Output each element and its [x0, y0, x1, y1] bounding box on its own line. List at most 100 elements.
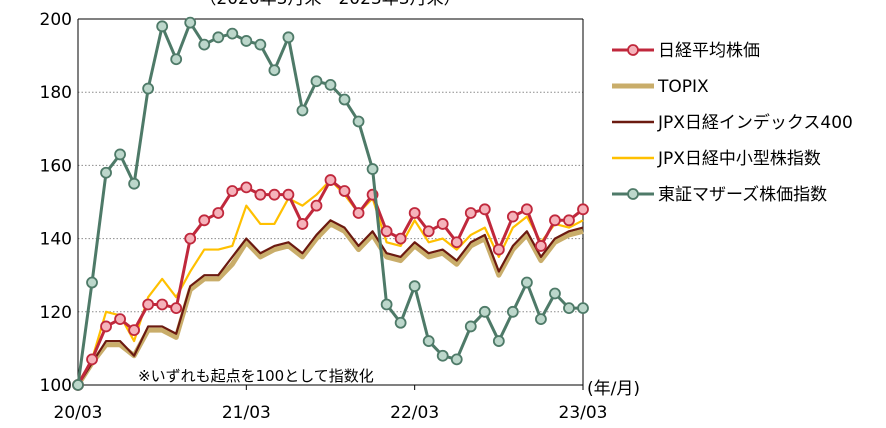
chart-annotation: ※いずれも起点を100として指数化: [138, 367, 374, 385]
legend: 日経平均株価 TOPIX JPX日経インデックス400 JPX日経中小型株指数東証マザ…: [612, 41, 853, 205]
data-point: [535, 240, 547, 252]
data-point: [156, 298, 169, 311]
data-point: [114, 313, 126, 326]
series-lines: [72, 16, 589, 391]
legend-marker: [627, 44, 639, 56]
data-point: [352, 115, 365, 128]
data-point: [226, 185, 239, 197]
axes: [77, 18, 584, 386]
y-tick-label: 140: [40, 230, 72, 250]
y-tick-label: 160: [40, 156, 72, 176]
x-axis-tick-labels: 20/03 21/03 22/03 23/03: [54, 385, 608, 423]
data-point: [268, 188, 281, 201]
data-point: [198, 38, 211, 51]
data-point: [296, 218, 309, 230]
data-point: [170, 302, 183, 315]
chart-title: （2020年3月末～2023年3月末）: [199, 0, 460, 9]
data-point: [577, 302, 589, 315]
data-point: [324, 174, 337, 186]
data-point: [100, 320, 112, 333]
data-point: [492, 335, 505, 347]
data-point: [408, 207, 421, 219]
series-line: [77, 219, 584, 386]
data-point: [240, 181, 253, 194]
data-point: [128, 177, 141, 190]
data-point: [450, 353, 463, 366]
data-point: [380, 298, 393, 311]
data-point: [464, 320, 477, 333]
data-point: [212, 31, 225, 44]
series-line: [75, 221, 584, 387]
y-tick-label: 200: [40, 10, 72, 30]
legend-label: JPX日経インデックス400: [657, 112, 853, 133]
x-tick-label: 22/03: [390, 403, 439, 423]
data-point: [156, 20, 169, 33]
legend-item: 日経平均株価: [612, 41, 760, 61]
data-point: [422, 335, 435, 347]
data-point: [436, 218, 449, 230]
data-point: [310, 199, 323, 212]
legend-label: 日経平均株価: [658, 41, 760, 61]
legend-item: TOPIX: [612, 77, 709, 97]
data-point: [577, 203, 589, 216]
data-point: [310, 75, 323, 88]
data-point: [128, 324, 141, 337]
data-point: [506, 210, 519, 223]
data-point: [520, 276, 533, 289]
data-point: [394, 232, 407, 245]
data-point: [549, 214, 561, 227]
data-point: [478, 203, 491, 216]
x-axis-unit-label: (年/月): [587, 379, 640, 399]
data-point: [324, 78, 337, 91]
x-tick-label: 20/03: [54, 403, 103, 423]
data-point: [170, 53, 183, 66]
data-point: [338, 93, 351, 106]
legend-label: JPX日経中小型株指数: [657, 149, 821, 169]
legend-label: 東証マザーズ株価指数: [658, 185, 827, 205]
data-point: [549, 287, 561, 300]
y-axis-tick-labels: 100 120 140 160 180 200: [40, 10, 72, 396]
series-2: [77, 219, 584, 386]
legend-marker: [627, 188, 639, 200]
data-point: [212, 207, 225, 219]
series-4: [72, 16, 589, 391]
data-point: [352, 207, 365, 219]
data-point: [142, 298, 155, 311]
data-point: [563, 302, 575, 315]
data-point: [338, 185, 351, 197]
data-point: [268, 64, 281, 77]
legend-item: 東証マザーズ株価指数: [612, 185, 827, 205]
legend-item: JPX日経中小型株指数: [612, 149, 821, 169]
data-point: [282, 188, 295, 201]
data-point: [422, 225, 435, 238]
data-point: [226, 27, 239, 40]
series-3: [77, 178, 584, 386]
data-point: [142, 82, 155, 95]
data-point: [254, 188, 267, 201]
data-point: [282, 31, 295, 44]
x-tick-label: 23/03: [559, 403, 608, 423]
y-tick-label: 100: [40, 376, 72, 396]
data-point: [86, 353, 98, 366]
data-point: [254, 38, 267, 51]
data-point: [184, 232, 197, 245]
data-point: [478, 305, 491, 318]
data-point: [114, 148, 126, 161]
data-point: [72, 379, 84, 391]
legend-item: JPX日経インデックス400: [612, 112, 853, 133]
data-point: [198, 214, 211, 227]
data-point: [240, 35, 253, 47]
data-point: [366, 163, 379, 175]
data-point: [563, 214, 575, 227]
data-point: [506, 305, 519, 318]
data-point: [464, 207, 477, 219]
data-point: [394, 316, 407, 329]
data-point: [184, 16, 197, 29]
series-1: [75, 221, 584, 387]
data-point: [380, 225, 393, 238]
data-point: [86, 276, 98, 289]
data-point: [535, 313, 547, 326]
series-line: [77, 178, 584, 386]
x-tick-label: 21/03: [222, 403, 271, 423]
